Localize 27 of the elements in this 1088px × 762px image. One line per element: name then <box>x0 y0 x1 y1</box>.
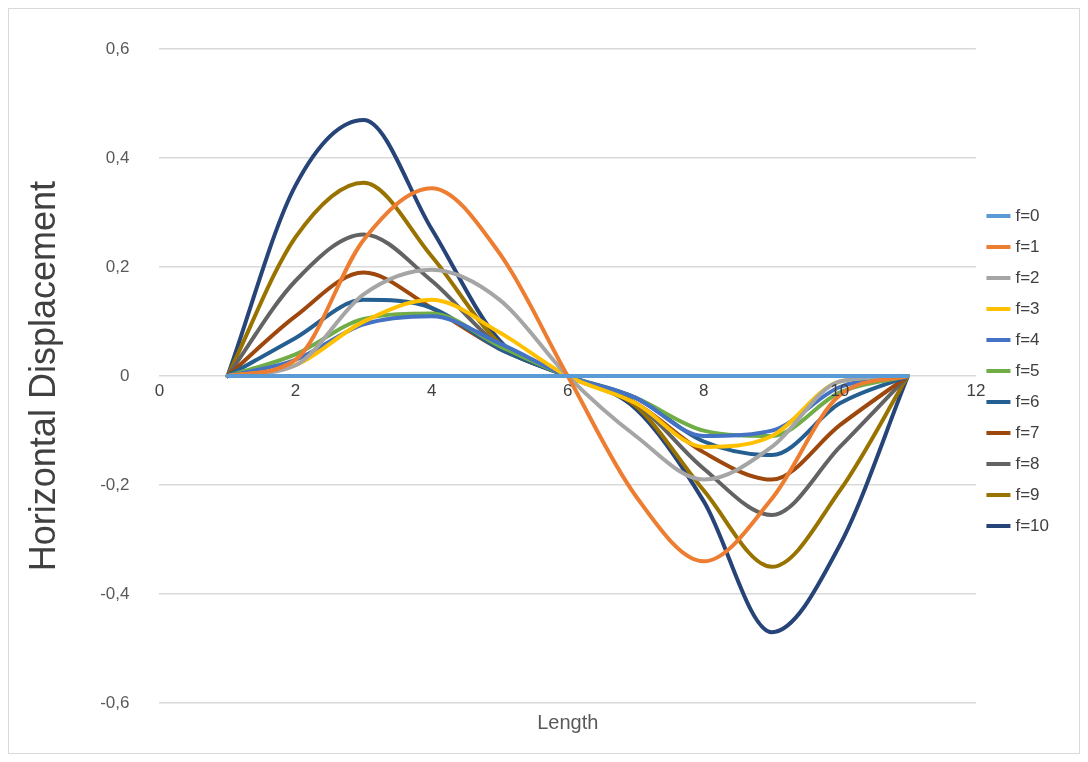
x-tick-label: 4 <box>426 381 437 401</box>
y-tick-label: -0,4 <box>100 583 130 603</box>
legend-label: f=6 <box>1015 391 1040 411</box>
x-tick-label: 2 <box>290 381 301 401</box>
y-tick-label: 0,2 <box>105 256 130 276</box>
x-tick-label: 10 <box>830 381 850 401</box>
x-tick-label: 0 <box>154 381 165 401</box>
y-tick-label: -0,6 <box>100 692 130 712</box>
legend-label: f=7 <box>1015 422 1040 442</box>
legend-label: f=3 <box>1015 298 1040 318</box>
x-tick-label: 8 <box>699 381 709 401</box>
y-tick-label: 0 <box>120 365 130 385</box>
legend-label: f=2 <box>1015 267 1040 287</box>
legend-label: f=4 <box>1015 329 1040 349</box>
legend-label: f=1 <box>1015 236 1040 256</box>
legend-label: f=8 <box>1015 453 1040 473</box>
legend-label: f=5 <box>1015 360 1040 380</box>
y-tick-label: -0,2 <box>100 474 130 494</box>
legend-label: f=10 <box>1015 515 1049 535</box>
x-axis-title: Length <box>537 710 599 733</box>
y-axis-title: Horizontal Displacement <box>21 181 63 572</box>
legend-label: f=9 <box>1015 484 1040 504</box>
y-tick-label: 0,4 <box>105 147 130 167</box>
legend-label: f=0 <box>1015 205 1040 225</box>
x-tick-label: 6 <box>562 381 573 401</box>
x-tick-label: 12 <box>966 381 986 401</box>
y-tick-label: 0,6 <box>105 38 130 58</box>
